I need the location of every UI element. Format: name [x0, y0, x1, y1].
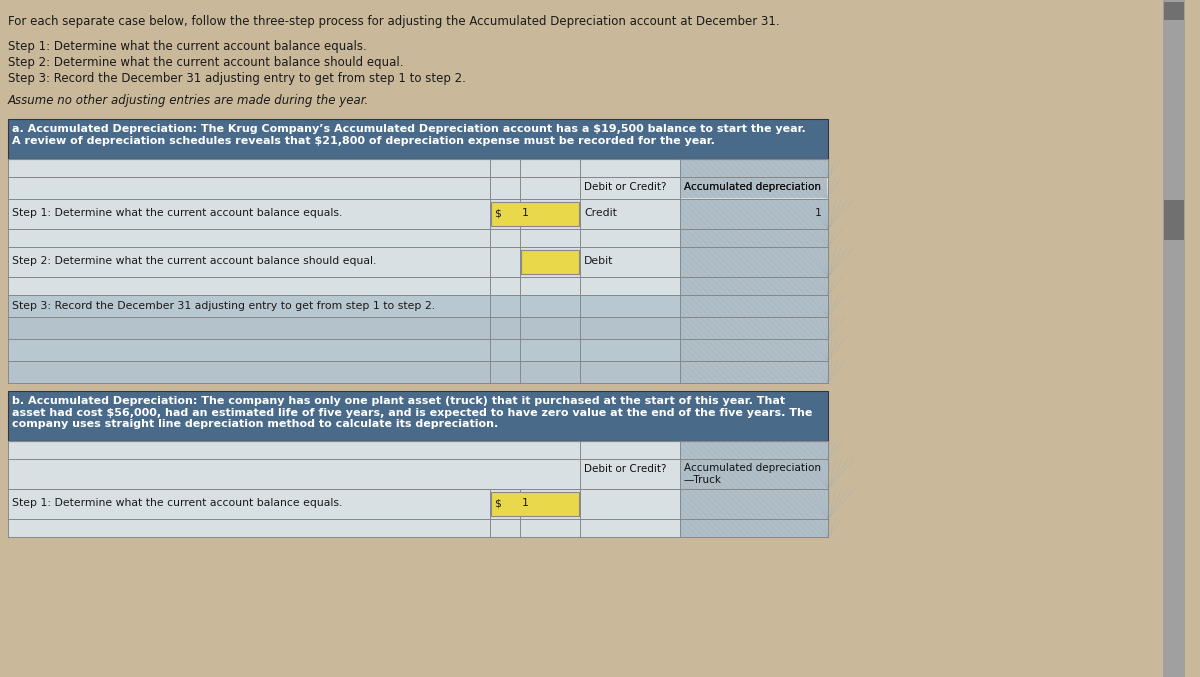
Text: Accumulated depreciation: Accumulated depreciation [684, 182, 821, 192]
Text: Credit: Credit [584, 208, 617, 218]
Bar [8, 247, 828, 277]
Bar [680, 459, 828, 489]
Text: b. Accumulated Depreciation: The company has only one plant asset (truck) that i: b. Accumulated Depreciation: The company… [12, 396, 812, 429]
Bar [8, 295, 828, 317]
Text: Debit or Credit?: Debit or Credit? [584, 464, 666, 474]
Text: a. Accumulated Depreciation: The Krug Company’s Accumulated Depreciation account: a. Accumulated Depreciation: The Krug Co… [12, 124, 805, 146]
Bar [8, 489, 828, 519]
Bar [680, 199, 828, 229]
Text: $: $ [494, 208, 500, 218]
Bar [491, 202, 580, 226]
Text: Debit: Debit [584, 256, 613, 266]
Bar [1164, 200, 1184, 240]
Bar [8, 317, 828, 339]
Text: Debit or Credit?: Debit or Credit? [584, 182, 666, 192]
Bar [521, 250, 580, 274]
Bar [8, 391, 828, 441]
Bar [8, 459, 828, 489]
Bar [1163, 0, 1186, 677]
Bar [8, 361, 828, 383]
Bar [8, 229, 828, 247]
Text: 1: 1 [815, 208, 822, 218]
Text: Accumulated depreciation
—Truck: Accumulated depreciation —Truck [684, 463, 821, 485]
Bar [680, 339, 828, 361]
Bar [8, 277, 828, 295]
Text: 1: 1 [522, 498, 529, 508]
Bar [1164, 2, 1184, 20]
Bar [491, 492, 580, 516]
Text: 1: 1 [522, 208, 529, 218]
Bar [680, 295, 828, 317]
Bar [680, 229, 828, 247]
Text: Step 2: Determine what the current account balance should equal.: Step 2: Determine what the current accou… [8, 56, 403, 69]
Bar [680, 441, 828, 459]
Text: $: $ [494, 498, 500, 508]
Bar [680, 361, 828, 383]
Text: For each separate case below, follow the three-step process for adjusting the Ac: For each separate case below, follow the… [8, 15, 780, 28]
Text: Assume no other adjusting entries are made during the year.: Assume no other adjusting entries are ma… [8, 94, 370, 107]
Bar [680, 489, 828, 519]
Text: Step 3: Record the December 31 adjusting entry to get from step 1 to step 2.: Step 3: Record the December 31 adjusting… [8, 72, 466, 85]
Bar [680, 519, 828, 537]
Bar [680, 277, 828, 295]
Bar [8, 159, 828, 177]
Bar [8, 177, 828, 199]
Bar [680, 247, 828, 277]
Bar [680, 159, 828, 177]
Bar [8, 339, 828, 361]
Text: Step 1: Determine what the current account balance equals.: Step 1: Determine what the current accou… [12, 498, 342, 508]
Text: Step 3: Record the December 31 adjusting entry to get from step 1 to step 2.: Step 3: Record the December 31 adjusting… [12, 301, 436, 311]
Bar [8, 519, 828, 537]
Bar [8, 441, 828, 459]
Text: Step 1: Determine what the current account balance equals.: Step 1: Determine what the current accou… [12, 208, 342, 218]
Bar [8, 199, 828, 229]
Bar [682, 178, 827, 198]
Bar [8, 119, 828, 159]
Bar [680, 317, 828, 339]
Text: Accumulated depreciation: Accumulated depreciation [684, 182, 821, 192]
Text: Step 2: Determine what the current account balance should equal.: Step 2: Determine what the current accou… [12, 256, 377, 266]
Text: Step 1: Determine what the current account balance equals.: Step 1: Determine what the current accou… [8, 40, 367, 53]
